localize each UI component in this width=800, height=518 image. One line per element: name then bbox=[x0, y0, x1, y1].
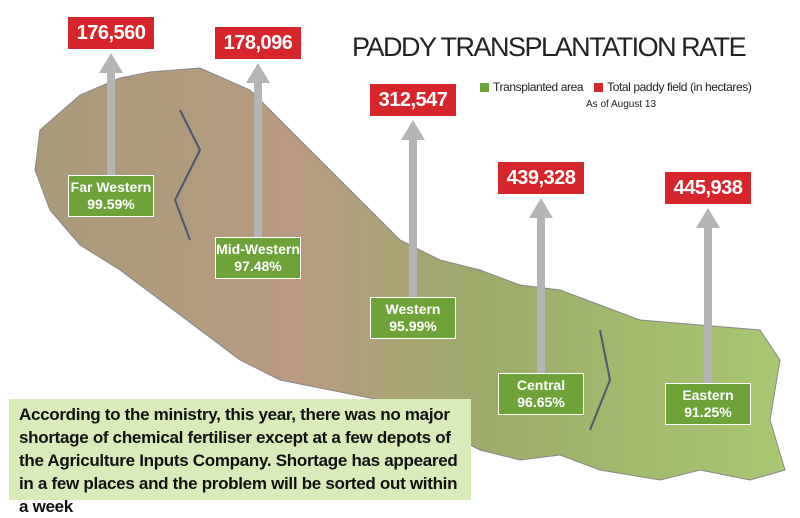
arrow-bar bbox=[107, 73, 115, 175]
legend: Transplanted area Total paddy field (in … bbox=[480, 80, 759, 94]
arrow-head bbox=[401, 120, 425, 140]
legend-label: Total paddy field (in hectares) bbox=[607, 80, 752, 94]
region-label-4: Eastern 91.25% bbox=[665, 383, 751, 425]
total-label-4: 445,938 bbox=[665, 172, 751, 204]
region-name: Western bbox=[385, 301, 441, 317]
arrow-bar bbox=[704, 228, 712, 383]
region-label-2: Western 95.99% bbox=[370, 297, 456, 339]
region-rate: 95.99% bbox=[389, 318, 437, 334]
arrow-bar bbox=[409, 140, 417, 297]
total-label-2: 312,547 bbox=[370, 84, 456, 116]
total-label-0: 176,560 bbox=[68, 17, 154, 49]
legend-item-transplanted: Transplanted area bbox=[480, 80, 584, 94]
region-label-3: Central 96.65% bbox=[498, 373, 584, 415]
arrow-bar bbox=[537, 218, 545, 373]
total-label-3: 439,328 bbox=[498, 162, 584, 194]
region-rate: 99.59% bbox=[87, 196, 135, 212]
region-name: Eastern bbox=[682, 387, 734, 403]
ministry-note: According to the ministry, this year, th… bbox=[9, 399, 471, 516]
region-name: Mid-Western bbox=[216, 241, 300, 257]
arrow-bar bbox=[254, 83, 262, 237]
legend-swatch-red bbox=[594, 83, 604, 93]
arrow-head bbox=[246, 63, 270, 83]
region-rate: 97.48% bbox=[234, 258, 282, 274]
region-label-0: Far Western 99.59% bbox=[68, 175, 154, 217]
region-name: Far Western bbox=[70, 179, 152, 195]
region-label-1: Mid-Western 97.48% bbox=[215, 237, 301, 279]
arrow-head bbox=[696, 208, 720, 228]
arrow-head bbox=[529, 198, 553, 218]
region-name: Central bbox=[516, 377, 566, 393]
region-rate: 96.65% bbox=[517, 394, 565, 410]
legend-label: Transplanted area bbox=[493, 80, 584, 94]
region-rate: 91.25% bbox=[684, 404, 732, 420]
legend-swatch-green bbox=[480, 83, 489, 93]
total-label-1: 178,096 bbox=[215, 27, 301, 59]
as-of-date: As of August 13 bbox=[586, 99, 657, 110]
arrow-head bbox=[99, 53, 123, 73]
chart-title: PADDY TRANSPLANTATION RATE bbox=[352, 32, 747, 62]
legend-item-total: Total paddy field (in hectares) bbox=[594, 80, 752, 94]
